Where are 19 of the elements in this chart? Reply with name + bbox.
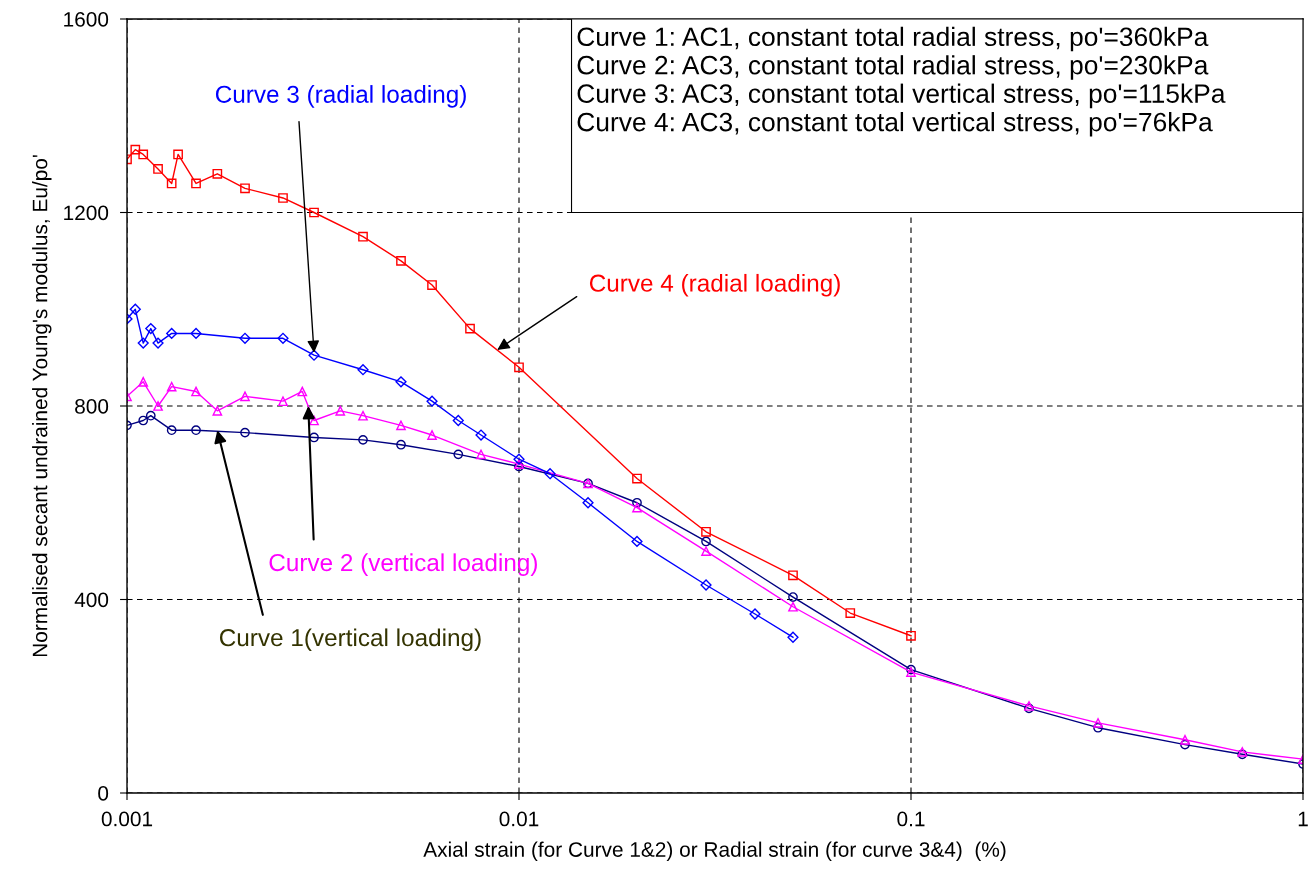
annotation: Curve 1: AC1, constant total radial stress, po'=360kPa (577, 26, 1209, 52)
annotation: Curve 3 (radial loading) (215, 85, 466, 108)
annotation: Curve 4 (radial loading) (589, 273, 840, 297)
y-tick-label: 1200 (64, 205, 109, 221)
x-tick-label: 0.01 (499, 811, 539, 827)
annotation: Curve 4: AC3, constant total vertical stress, po'=76kPa (577, 112, 1213, 137)
annotation: Curve 3: AC3, constant total vertical stress, po'=115kPa (577, 83, 1226, 109)
y-tick-label: 0 (98, 786, 109, 801)
x-axis-title: Axial strain (for Curve 1&2) or Radial strain (for curve 3&4) (%) (423, 841, 1006, 861)
annotation: Curve 2: AC3, constant total radial stress, po'=230kPa (577, 55, 1209, 80)
annotation: Curve 1(vertical loading) (219, 628, 481, 652)
x-tick-label: 0.001 (101, 811, 153, 827)
y-axis-title: Normalised secant undrained Young's modulus, Eu/po' (32, 155, 52, 657)
y-tick-label: 800 (75, 399, 109, 414)
y-tick-label: 1600 (64, 12, 109, 27)
y-tick-label: 400 (74, 592, 109, 608)
x-tick-label: 0.1 (897, 811, 925, 827)
x-tick-label: 1 (1298, 811, 1308, 827)
annotation: Curve 2 (vertical loading) (269, 553, 537, 576)
